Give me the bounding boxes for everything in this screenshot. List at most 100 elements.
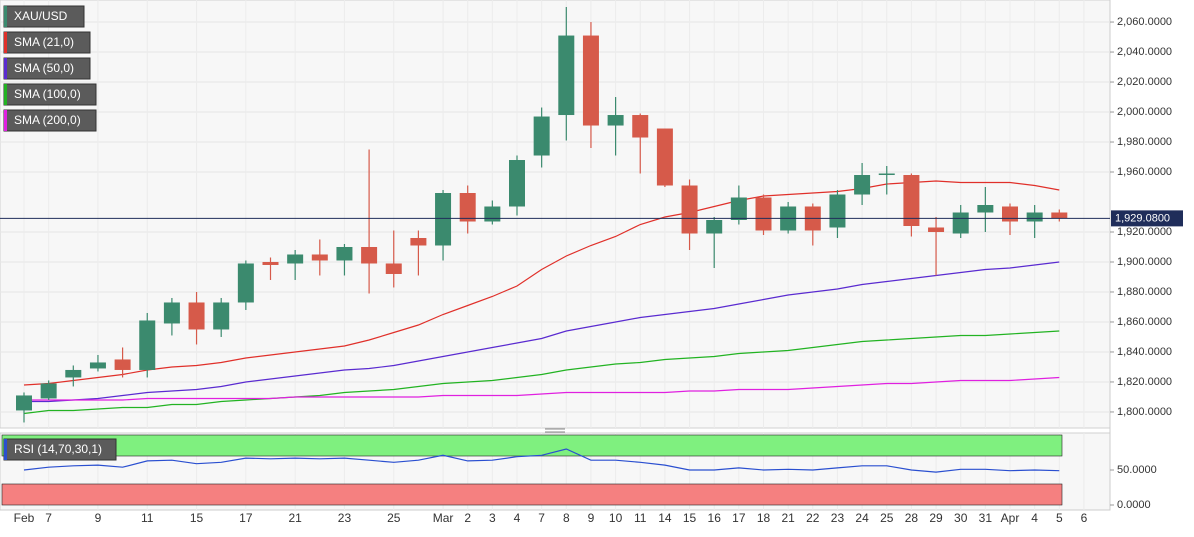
candle-body bbox=[237, 263, 254, 303]
x-tick-label: 11 bbox=[634, 511, 647, 525]
candle-body bbox=[40, 383, 57, 399]
y-tick-label: 2,060.0000 bbox=[1117, 16, 1172, 28]
candle-body bbox=[829, 194, 846, 228]
candle-body bbox=[878, 173, 895, 176]
x-tick-label: 6 bbox=[1081, 511, 1088, 525]
overbought-band bbox=[1, 434, 1063, 457]
x-tick-label: Apr bbox=[1001, 511, 1020, 525]
current-price-label: 1,929.0800 bbox=[1115, 212, 1170, 224]
current-price-box bbox=[1111, 210, 1183, 227]
x-tick-label: 29 bbox=[929, 511, 943, 525]
candle-body bbox=[435, 193, 452, 246]
x-tick-label: 8 bbox=[563, 511, 570, 525]
y-tick-label: 2,000.0000 bbox=[1117, 106, 1172, 118]
y-tick-label: 2,040.0000 bbox=[1117, 46, 1172, 58]
candle-body bbox=[484, 206, 501, 222]
candle-body bbox=[89, 362, 106, 369]
x-tick-label: 11 bbox=[141, 511, 154, 525]
x-tick-label: 21 bbox=[288, 511, 302, 525]
candle-body bbox=[336, 246, 353, 261]
x-tick-label: 25 bbox=[387, 511, 401, 525]
legend-label: SMA (100,0) bbox=[14, 87, 81, 101]
candle-body bbox=[558, 35, 575, 116]
candle-body bbox=[188, 302, 205, 330]
legend-swatch bbox=[4, 6, 7, 27]
x-tick-label: 2 bbox=[464, 511, 471, 525]
y-tick-label: 2,020.0000 bbox=[1117, 76, 1172, 88]
legend-swatch bbox=[4, 32, 7, 53]
legend-label: SMA (200,0) bbox=[14, 113, 81, 127]
oversold-band bbox=[1, 483, 1063, 506]
y-tick-label: 1,880.0000 bbox=[1117, 286, 1172, 298]
y-tick-label: 1,920.0000 bbox=[1117, 226, 1172, 238]
legend-swatch bbox=[4, 58, 7, 79]
candle-body bbox=[1026, 212, 1043, 222]
candle-body bbox=[385, 263, 402, 274]
candle-body bbox=[681, 185, 698, 234]
legend-label: SMA (50,0) bbox=[14, 61, 74, 75]
y-tick-label: 50.0000 bbox=[1117, 464, 1157, 476]
x-tick-label: 24 bbox=[855, 511, 869, 525]
x-tick-label: 9 bbox=[588, 511, 595, 525]
x-tick-label: 25 bbox=[880, 511, 894, 525]
rsi-line bbox=[23, 448, 1060, 473]
candle-body bbox=[755, 197, 772, 231]
candle-body bbox=[706, 219, 723, 234]
legend-swatch bbox=[4, 84, 7, 105]
candle-body bbox=[287, 254, 304, 264]
y-tick-label: 1,860.0000 bbox=[1117, 316, 1172, 328]
legend-label: XAU/USD bbox=[14, 9, 68, 23]
x-tick-label: 10 bbox=[609, 511, 623, 525]
sma-line bbox=[24, 376, 1060, 401]
candle-body bbox=[632, 115, 649, 138]
x-tick-label: Feb bbox=[14, 511, 35, 525]
candle-body bbox=[114, 359, 131, 370]
y-tick-label: 1,800.0000 bbox=[1117, 406, 1172, 418]
y-tick-label: 1,820.0000 bbox=[1117, 376, 1172, 388]
x-tick-label: 17 bbox=[239, 511, 253, 525]
x-tick-label: 7 bbox=[45, 511, 52, 525]
legend-swatch bbox=[4, 439, 7, 460]
x-tick-label: 23 bbox=[338, 511, 352, 525]
legend-swatch bbox=[4, 110, 7, 131]
candle-body bbox=[952, 212, 969, 234]
candle-body bbox=[730, 197, 747, 220]
candle-body bbox=[903, 175, 920, 226]
x-tick-label: 30 bbox=[954, 511, 968, 525]
y-tick-label: 1,960.0000 bbox=[1117, 166, 1172, 178]
candle-body bbox=[928, 227, 945, 232]
y-tick-label: 0.0000 bbox=[1117, 499, 1151, 511]
x-tick-label: 16 bbox=[708, 511, 722, 525]
candle-body bbox=[533, 116, 550, 156]
x-tick-label: 21 bbox=[781, 511, 795, 525]
candle-body bbox=[977, 205, 994, 213]
x-tick-label: 23 bbox=[831, 511, 845, 525]
x-tick-label: 14 bbox=[658, 511, 672, 525]
x-tick-label: 28 bbox=[905, 511, 919, 525]
x-tick-label: 5 bbox=[1056, 511, 1063, 525]
candle-body bbox=[139, 320, 156, 370]
candle-body bbox=[509, 160, 525, 207]
x-tick-label: 4 bbox=[514, 511, 521, 525]
candle-body bbox=[163, 302, 180, 324]
candle-body bbox=[854, 175, 871, 195]
candle-body bbox=[582, 35, 599, 126]
candle-body bbox=[607, 115, 624, 126]
candle-body bbox=[410, 237, 427, 246]
y-tick-label: 1,840.0000 bbox=[1117, 346, 1172, 358]
candle-body bbox=[361, 246, 378, 264]
candle-body bbox=[65, 369, 82, 378]
candle-body bbox=[1051, 212, 1068, 219]
x-tick-label: 17 bbox=[732, 511, 746, 525]
sma-line bbox=[24, 261, 1060, 403]
legend-label: RSI (14,70,30,1) bbox=[14, 442, 102, 456]
candle-body bbox=[311, 254, 328, 261]
x-tick-label: 3 bbox=[489, 511, 496, 525]
y-tick-label: 1,980.0000 bbox=[1117, 136, 1172, 148]
main-panel bbox=[0, 0, 1111, 429]
x-tick-label: 15 bbox=[683, 511, 697, 525]
candle-body bbox=[16, 395, 32, 411]
candle-body bbox=[213, 302, 230, 330]
